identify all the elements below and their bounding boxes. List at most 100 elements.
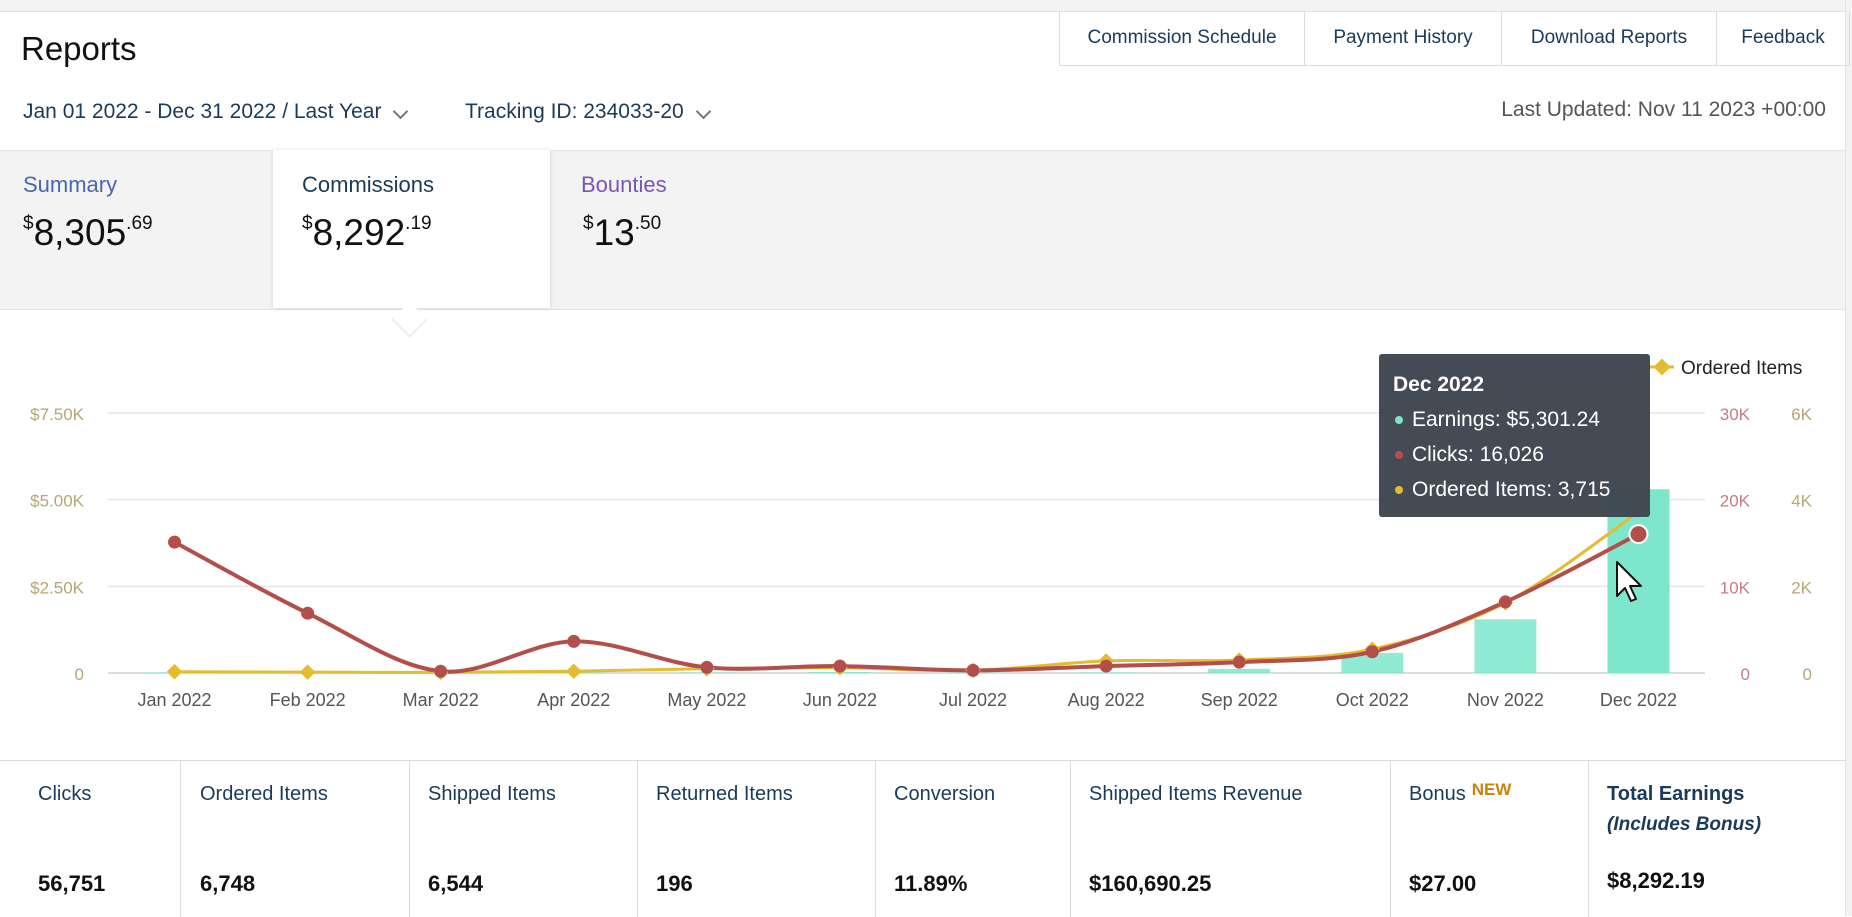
tooltip-row: Ordered Items: 3,715 — [1412, 478, 1610, 501]
tooltip-dot — [1395, 486, 1403, 494]
x-tick-label: Feb 2022 — [270, 690, 346, 710]
tab-bounties-label: Bounties — [581, 172, 667, 197]
kpi-total-earnings-value: $8,292.19 — [1607, 868, 1705, 893]
kpi-conversion-label: Conversion — [894, 783, 996, 805]
tooltip-row: Clicks: 16,026 — [1412, 443, 1544, 466]
tooltip-dot — [1395, 451, 1403, 459]
clicks-point — [434, 664, 448, 678]
last-updated: Last Updated: Nov 11 2023 +00:00 — [1501, 98, 1826, 121]
kpi-clicks: Clicks 56,751 — [0, 761, 181, 917]
tab-summary-label: Summary — [23, 172, 118, 197]
y-right1-tick-label: 20K — [1720, 492, 1751, 511]
x-tick-label: Jan 2022 — [138, 690, 212, 710]
clicks-line — [173, 532, 1640, 674]
tooltip-dot — [1395, 416, 1403, 424]
kpi-bonus: Bonus NEW $27.00 — [1391, 761, 1589, 917]
date-range-dropdown[interactable]: Jan 01 2022 - Dec 31 2022 / Last Year — [23, 100, 409, 124]
mouse-cursor-shape — [1616, 561, 1642, 602]
kpi-returned-items: Returned Items 196 — [638, 761, 876, 917]
feedback-link[interactable]: Feedback — [1717, 11, 1850, 65]
y-left-tick-label: 0 — [75, 665, 84, 684]
mouse-cursor-icon — [1616, 561, 1642, 602]
legend-diamond-icon — [1653, 358, 1671, 376]
series-points — [166, 524, 1649, 681]
x-tick-label: Nov 2022 — [1467, 690, 1544, 710]
tracking-id-dropdown[interactable]: Tracking ID: 234033-20 — [465, 100, 711, 124]
y-right2-tick-label: 4K — [1791, 492, 1812, 511]
earnings-bar — [1474, 619, 1537, 673]
clicks-point — [1365, 645, 1379, 659]
new-badge: NEW — [1471, 780, 1512, 799]
right-edge — [1845, 0, 1852, 916]
earnings-bar — [1341, 652, 1404, 673]
tooltip-box — [1379, 354, 1650, 517]
kpi-shipped-items-revenue-value: $160,690.25 — [1089, 871, 1212, 896]
kpi-ordered-items-label: Ordered Items — [200, 783, 328, 805]
payment-history-link[interactable]: Payment History — [1305, 11, 1502, 65]
y-right1-tick-label: 10K — [1720, 578, 1751, 597]
kpi-clicks-label: Clicks — [38, 783, 92, 805]
kpi-shipped-items: Shipped Items 6,544 — [410, 761, 638, 917]
chart-tooltip: Dec 2022 Earnings: $5,301.24 Clicks: 16,02… — [1379, 354, 1650, 517]
clicks-point — [1628, 524, 1649, 545]
kpi-ordered-items: Ordered Items 6,748 — [181, 761, 410, 917]
top-strip — [0, 0, 1852, 12]
tab-commissions-amount: $8,292.19 — [302, 212, 432, 253]
clicks-point — [966, 663, 980, 677]
y-left-tick-label: $5.00K — [30, 492, 85, 511]
tab-commissions[interactable]: Commissions $8,292.19 — [273, 150, 550, 308]
kpi-bonus-value: $27.00 — [1409, 871, 1477, 896]
y-right2-tick-label: 6K — [1791, 405, 1812, 424]
series-lines — [173, 510, 1640, 674]
x-tick-label: Jul 2022 — [939, 690, 1007, 710]
commission-schedule-link[interactable]: Commission Schedule — [1060, 11, 1305, 65]
clicks-point — [833, 659, 847, 673]
x-tick-label: May 2022 — [667, 690, 746, 710]
legend-label: Ordered Items — [1681, 358, 1802, 379]
y-right2-tick-label: 2K — [1791, 578, 1812, 597]
date-range-label: Jan 01 2022 - Dec 31 2022 / Last Year — [23, 100, 382, 123]
ordered-items-point — [299, 664, 316, 680]
kpi-conversion: Conversion 11.89% — [876, 761, 1071, 917]
earnings-bar — [1208, 668, 1271, 673]
y-left-tick-label: $7.50K — [30, 405, 85, 424]
clicks-point — [301, 606, 315, 620]
clicks-point — [567, 634, 581, 648]
earnings-chart[interactable]: 0 $2.50K $5.00K $7.50K 0 10K 20K 30K 0 2K 4K 6K Jan … — [0, 330, 1845, 735]
download-reports-link[interactable]: Download Reports — [1502, 11, 1717, 65]
clicks-point — [1498, 595, 1512, 609]
tab-summary-amount: $8,305.69 — [23, 212, 153, 253]
clicks-point — [168, 535, 182, 549]
kpi-shipped-items-revenue: Shipped Items Revenue $160,690.25 — [1071, 761, 1391, 917]
tab-bounties-amount: $13.50 — [583, 212, 662, 253]
kpi-clicks-value: 56,751 — [38, 871, 106, 896]
kpi-bonus-label: Bonus NEW — [1409, 780, 1512, 805]
x-tick-label: Apr 2022 — [537, 690, 610, 710]
tracking-id-label: Tracking ID: 234033-20 — [465, 100, 684, 123]
clicks-point — [1232, 655, 1246, 669]
kpi-ordered-items-value: 6,748 — [200, 871, 256, 896]
tooltip-row: Earnings: $5,301.24 — [1412, 408, 1600, 431]
kpi-returned-items-label: Returned Items — [656, 783, 793, 805]
clicks-point — [1099, 659, 1113, 673]
tab-commissions-label: Commissions — [302, 172, 435, 197]
kpi-row: Clicks 56,751 Ordered Items 6,748 Shippe… — [0, 760, 1845, 917]
chevron-down-icon — [393, 103, 409, 119]
kpi-conversion-value: 11.89% — [894, 871, 968, 896]
tab-bounties[interactable]: Bounties $13.50 — [557, 150, 827, 308]
kpi-returned-items-value: 196 — [656, 871, 693, 896]
y-right1-tick-label: 0 — [1741, 665, 1750, 684]
x-tick-label: Oct 2022 — [1336, 690, 1409, 710]
ordered-items-point — [166, 663, 183, 680]
chart-axes: 0 $2.50K $5.00K $7.50K 0 10K 20K 30K 0 2K 4K 6K Jan … — [30, 405, 1813, 710]
chart-legend: Ordered Items — [1650, 358, 1802, 379]
y-left-tick-label: $2.50K — [30, 578, 85, 597]
top-links: Commission Schedule Payment History Down… — [1059, 11, 1850, 66]
kpi-shipped-items-revenue-label: Shipped Items Revenue — [1089, 783, 1303, 805]
tooltip-title: Dec 2022 — [1393, 373, 1484, 396]
kpi-total-earnings: Total Earnings (Includes Bonus) $8,292.1… — [1589, 761, 1845, 917]
x-tick-label: Dec 2022 — [1600, 690, 1677, 710]
x-tick-label: Sep 2022 — [1201, 690, 1278, 710]
ordered-items-line — [174, 510, 1640, 674]
tab-summary[interactable]: Summary $8,305.69 — [0, 150, 273, 308]
